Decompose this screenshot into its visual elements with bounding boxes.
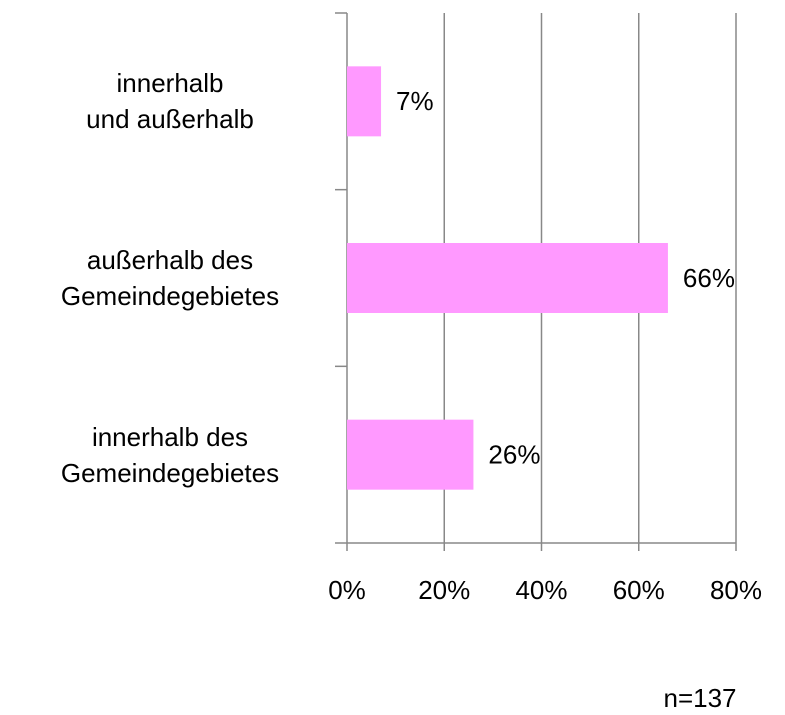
bar (347, 66, 382, 137)
value-label: 66% (683, 263, 735, 293)
y-tick-label: außerhalb des Gemeindegebietes (60, 245, 280, 311)
value-label: 7% (396, 86, 434, 116)
y-tick-label: innerhalb und außerhalb (86, 68, 254, 135)
x-tick-label: 20% (418, 575, 470, 605)
x-tick-label: 60% (613, 575, 665, 605)
x-tick-label: 0% (328, 575, 366, 605)
y-tick-label: innerhalb des Gemeindegebietes (60, 421, 280, 488)
bar (347, 243, 668, 313)
x-tick-label: 40% (515, 575, 567, 605)
bar (347, 419, 474, 490)
x-tick-label: 80% (710, 575, 762, 605)
value-label: 26% (488, 440, 540, 470)
annotation: n=137 (663, 683, 736, 713)
